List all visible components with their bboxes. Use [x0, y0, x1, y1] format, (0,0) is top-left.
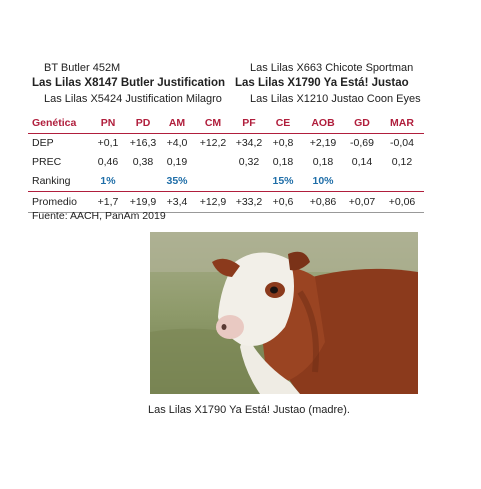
- table-cell: +3,4: [166, 196, 188, 208]
- sire-sire: BT Butler 452M: [44, 62, 121, 74]
- table-cell: 0,19: [166, 156, 188, 168]
- table-cell: +12,2: [199, 137, 227, 149]
- sire-dam: Las Lilas X5424 Justification Milagro: [44, 93, 222, 105]
- bottom-rule: [28, 212, 424, 213]
- ranking-cell: 1%: [100, 175, 116, 187]
- table-cell: 0,14: [351, 156, 373, 168]
- header-label: Genética: [32, 117, 77, 129]
- dam: Las Lilas X1790 Ya Está! Justao: [235, 77, 409, 89]
- table-cell: 0,12: [391, 156, 413, 168]
- table-cell: 0,18: [272, 156, 294, 168]
- header-rule: [28, 133, 424, 134]
- cow-photo: [150, 232, 418, 394]
- sire: Las Lilas X8147 Butler Justification: [32, 77, 226, 89]
- table-cell: -0,69: [350, 137, 374, 149]
- ranking-cell: 35%: [166, 175, 188, 187]
- row-label: PREC: [32, 156, 62, 168]
- table-cell: 0,38: [132, 156, 154, 168]
- table-cell: +0,86: [309, 196, 337, 208]
- table-cell: +19,9: [129, 196, 157, 208]
- table-cell: 0,46: [97, 156, 119, 168]
- table-cell: 0,18: [312, 156, 334, 168]
- photo-caption: Las Lilas X1790 Ya Está! Justao (madre).: [148, 404, 350, 416]
- table-cell: +34,2: [235, 137, 263, 149]
- column-header: CM: [204, 117, 222, 129]
- table-cell: +0,1: [97, 137, 119, 149]
- table-row: PREC 0,46 0,38 0,19 0,32 0,18 0,18 0,14 …: [28, 153, 424, 172]
- cow-illustration: [150, 232, 418, 394]
- table-header-row: Genética PN PD AM CM PF CE AOB GD MAR: [28, 114, 424, 133]
- table-cell: +1,7: [97, 196, 119, 208]
- column-header: PN: [100, 117, 116, 129]
- column-header: AM: [168, 117, 186, 129]
- table-row: Ranking 1% 35% 15% 10%: [28, 172, 424, 191]
- pedigree: BT Butler 452M Las Lilas X8147 Butler Ju…: [0, 62, 481, 110]
- column-header: AOB: [311, 117, 335, 129]
- row-label: Promedio: [32, 196, 77, 208]
- table-cell: +0,6: [272, 196, 294, 208]
- column-header: PD: [135, 117, 151, 129]
- column-header: MAR: [390, 117, 414, 129]
- table-cell: +0,07: [348, 196, 376, 208]
- table-cell: +0,06: [388, 196, 416, 208]
- source-note: Fuente: AACH, PanAm 2019: [32, 210, 166, 222]
- table-cell: 0,32: [238, 156, 260, 168]
- table-row: Promedio +1,7 +19,9 +3,4 +12,9 +33,2 +0,…: [28, 193, 424, 212]
- column-header: CE: [275, 117, 291, 129]
- table-cell: +2,19: [309, 137, 337, 149]
- table-cell: +16,3: [129, 137, 157, 149]
- table-cell: +33,2: [235, 196, 263, 208]
- column-header: GD: [354, 117, 370, 129]
- ranking-cell: 10%: [312, 175, 334, 187]
- dam-sire: Las Lilas X663 Chicote Sportman: [250, 62, 414, 74]
- column-header: PF: [242, 117, 256, 129]
- table-cell: -0,04: [390, 137, 414, 149]
- table-cell: +0,8: [272, 137, 294, 149]
- table-cell: +4,0: [166, 137, 188, 149]
- genetics-table: Genética PN PD AM CM PF CE AOB GD MAR DE…: [28, 114, 424, 213]
- ranking-cell: 15%: [272, 175, 294, 187]
- dam-dam: Las Lilas X1210 Justao Coon Eyes: [250, 93, 421, 105]
- table-row: DEP +0,1 +16,3 +4,0 +12,2 +34,2 +0,8 +2,…: [28, 134, 424, 153]
- ranking-rule: [28, 191, 424, 192]
- row-label: Ranking: [32, 175, 71, 187]
- row-label: DEP: [32, 137, 54, 149]
- table-cell: +12,9: [199, 196, 227, 208]
